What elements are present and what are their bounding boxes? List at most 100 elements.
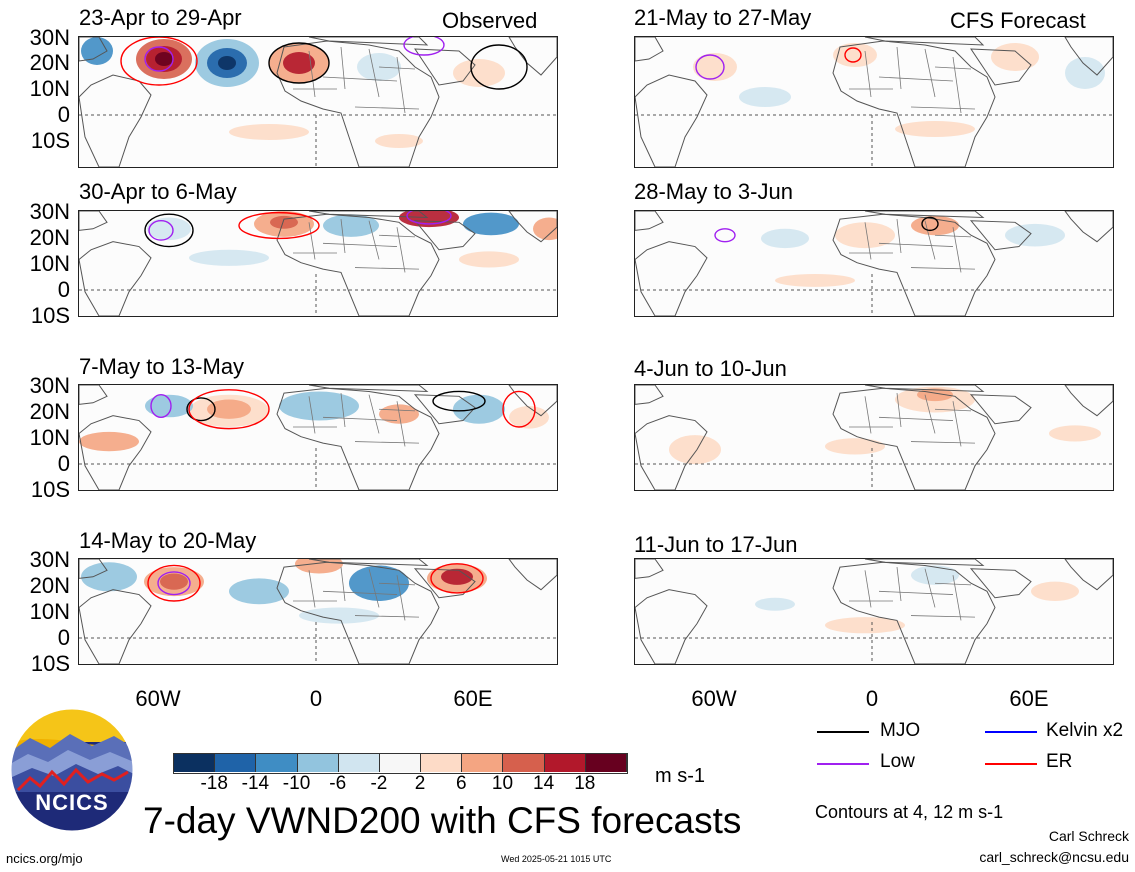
coastline [635,559,663,578]
map-panel-observed-4 [78,558,558,665]
coastline [415,395,475,424]
wind-anomaly-shading [145,394,193,418]
map-field [635,211,1113,316]
wind-anomaly-shading [441,568,473,585]
colorbar-swatch [256,754,298,772]
panel-title-fc2: 28-May to 3-Jun [634,179,793,204]
timestamp: Wed 2025-05-21 1015 UTC [501,854,612,864]
coastline [309,211,427,217]
coastline [415,569,475,598]
filter-contour [144,46,174,72]
country-border [879,591,953,594]
coastline [1065,559,1113,590]
ncics-logo-text: NCICS [35,790,109,815]
observed-label: Observed [442,8,538,33]
country-border [897,567,901,601]
coastline [865,211,983,217]
wind-anomaly-shading [207,399,251,419]
site-link[interactable]: ncics.org/mjo [6,851,83,866]
coastline [833,41,995,167]
filter-contour [432,390,486,412]
author-email-link[interactable]: carl_schreck@ncsu.edu [979,849,1129,865]
country-border [355,107,419,109]
coastline [277,41,439,167]
colorbar-units: m s-1 [655,765,705,787]
wind-anomaly-shading [295,559,343,574]
wind-anomaly-shading [283,52,315,74]
coastline [833,388,995,490]
colorbar-swatch [503,754,545,772]
coastline [79,590,151,664]
lon-label-0-right: 0 [865,686,879,711]
country-border [897,47,901,89]
coastline [79,559,107,578]
country-border [935,409,971,411]
coastline [865,559,983,565]
coastline [971,569,1031,598]
map-field [79,385,557,490]
wind-anomaly-shading [895,121,975,137]
country-border [323,243,397,246]
colorbar-tick-label: -10 [282,773,311,794]
panel-title-obs3: 7-May to 13-May [79,354,245,379]
wind-anomaly-shading [775,274,855,287]
wind-anomaly-shading [509,406,549,429]
colorbar-tick-label: 2 [414,773,426,794]
coastline [309,37,427,45]
wind-anomaly-shading [1065,57,1105,89]
filter-contour [430,563,484,594]
country-border [953,57,961,113]
country-border [355,616,419,618]
wind-anomaly-shading [911,565,959,585]
country-border [897,219,901,253]
wind-anomaly-shading [825,438,885,455]
country-border [341,567,345,601]
coastline [1065,385,1113,416]
coastline [79,242,151,316]
map-field [79,37,557,167]
ncics-logo: NCICS [10,708,134,832]
coastline [971,49,1031,85]
lon-label-60e-right: 60E [1009,686,1049,711]
filter-contour [406,211,452,225]
colorbar-tick-label: 6 [455,773,467,794]
country-border [925,395,935,434]
panel-title-fc4: 11-Jun to 17-Jun [634,532,798,557]
lon-label-0-left: 0 [309,686,323,711]
wind-anomaly-shading [229,578,289,605]
colorbar-labels: -18 -14 -10 -6 -2 2 6 10 14 18 [173,772,626,796]
wind-anomaly-shading [459,251,519,268]
coastline [79,37,107,61]
wind-anomaly-shading [825,617,905,634]
colorbar-swatch [544,754,586,772]
country-border [379,67,415,69]
wind-anomaly-shading [533,217,557,241]
colorbar [173,753,628,774]
coastline [509,211,557,242]
contour-note: Contours at 4, 12 m s-1 [815,802,1004,822]
coastline [971,221,1031,250]
country-border [953,575,961,620]
panel-title-obs4: 14-May to 20-May [79,528,257,553]
panel-title-obs2: 30-Apr to 6-May [79,179,237,204]
lon-label-60w-left: 60W [135,686,181,711]
country-border [369,221,379,260]
coastline [309,559,427,565]
coastline [309,385,427,391]
legend-low-label: Low [880,751,915,772]
country-border [935,583,971,585]
filter-contour [238,211,320,240]
coastline [509,37,557,75]
filter-contour [695,54,725,80]
coastline [1065,211,1113,242]
colorbar-swatch [585,754,627,772]
wind-anomaly-shading [739,87,791,107]
filter-contour [403,37,445,56]
country-border [323,591,397,594]
country-border [355,268,419,270]
coastline [865,385,983,391]
map-field [79,559,557,664]
panel-title-obs1: 23-Apr to 29-Apr [79,5,242,30]
colorbar-tick-label: 14 [533,773,555,794]
filter-contour [186,397,216,422]
